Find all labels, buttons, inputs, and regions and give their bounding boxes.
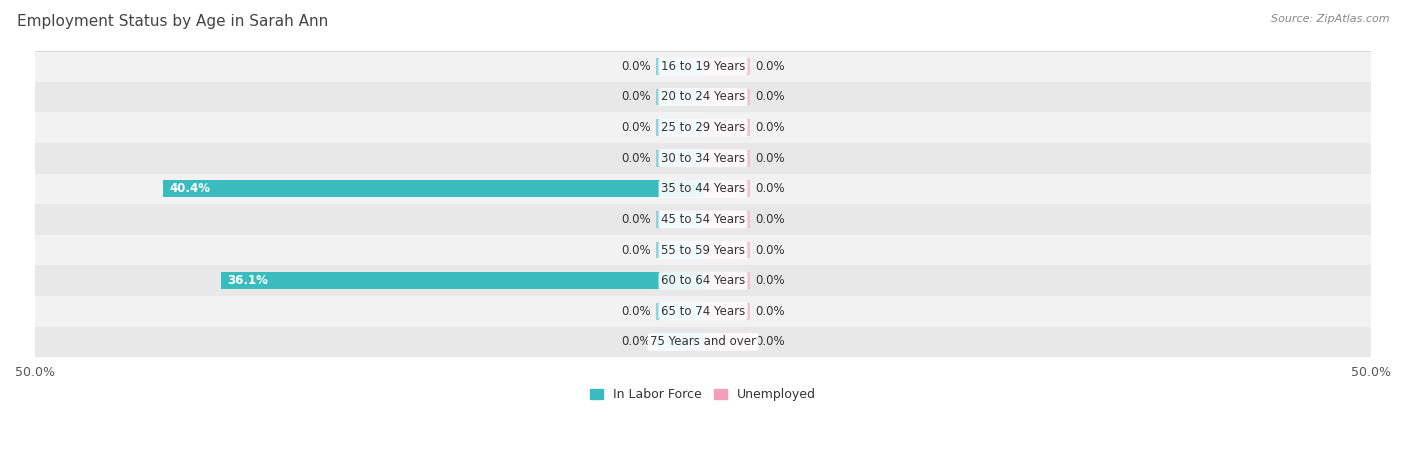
Bar (35, 235, 1371, 265)
Text: 0.0%: 0.0% (621, 244, 651, 257)
Bar (703, 58, 749, 75)
Text: 0.0%: 0.0% (621, 336, 651, 348)
Text: 0.0%: 0.0% (755, 213, 785, 226)
Bar (657, 88, 703, 106)
Text: 0.0%: 0.0% (621, 213, 651, 226)
Text: 40.4%: 40.4% (170, 182, 211, 195)
Text: 35 to 44 Years: 35 to 44 Years (661, 182, 745, 195)
Bar (163, 180, 703, 197)
Bar (703, 242, 749, 258)
Bar (221, 272, 703, 289)
Text: 0.0%: 0.0% (755, 305, 785, 318)
Text: 65 to 74 Years: 65 to 74 Years (661, 305, 745, 318)
Bar (657, 150, 703, 166)
Bar (35, 296, 1371, 327)
Bar (35, 204, 1371, 235)
Text: 0.0%: 0.0% (621, 60, 651, 73)
Text: Employment Status by Age in Sarah Ann: Employment Status by Age in Sarah Ann (17, 14, 328, 28)
Bar (657, 242, 703, 258)
Bar (703, 303, 749, 320)
Bar (35, 112, 1371, 143)
Bar (657, 119, 703, 136)
Text: 0.0%: 0.0% (755, 182, 785, 195)
Text: 0.0%: 0.0% (755, 60, 785, 73)
Bar (35, 82, 1371, 112)
Text: 20 to 24 Years: 20 to 24 Years (661, 91, 745, 103)
Text: 45 to 54 Years: 45 to 54 Years (661, 213, 745, 226)
Bar (35, 327, 1371, 357)
Text: 60 to 64 Years: 60 to 64 Years (661, 274, 745, 287)
Bar (703, 211, 749, 228)
Bar (657, 333, 703, 350)
Bar (35, 174, 1371, 204)
Text: 36.1%: 36.1% (228, 274, 269, 287)
Text: 75 Years and over: 75 Years and over (650, 336, 756, 348)
Bar (657, 211, 703, 228)
Bar (35, 51, 1371, 82)
Bar (35, 143, 1371, 174)
Bar (703, 88, 749, 106)
Text: 55 to 59 Years: 55 to 59 Years (661, 244, 745, 257)
Bar (703, 180, 749, 197)
Text: 0.0%: 0.0% (621, 91, 651, 103)
Bar (703, 333, 749, 350)
Legend: In Labor Force, Unemployed: In Labor Force, Unemployed (585, 383, 821, 406)
Bar (703, 272, 749, 289)
Text: 0.0%: 0.0% (755, 336, 785, 348)
Text: 0.0%: 0.0% (621, 121, 651, 134)
Text: 30 to 34 Years: 30 to 34 Years (661, 152, 745, 165)
Text: 0.0%: 0.0% (755, 121, 785, 134)
Bar (703, 119, 749, 136)
Bar (703, 150, 749, 166)
Bar (35, 265, 1371, 296)
Bar (657, 303, 703, 320)
Text: 0.0%: 0.0% (755, 152, 785, 165)
Text: 0.0%: 0.0% (755, 91, 785, 103)
Bar (657, 58, 703, 75)
Text: 0.0%: 0.0% (621, 305, 651, 318)
Text: 0.0%: 0.0% (621, 152, 651, 165)
Text: 0.0%: 0.0% (755, 244, 785, 257)
Text: 16 to 19 Years: 16 to 19 Years (661, 60, 745, 73)
Text: Source: ZipAtlas.com: Source: ZipAtlas.com (1271, 14, 1389, 23)
Text: 25 to 29 Years: 25 to 29 Years (661, 121, 745, 134)
Text: 0.0%: 0.0% (755, 274, 785, 287)
